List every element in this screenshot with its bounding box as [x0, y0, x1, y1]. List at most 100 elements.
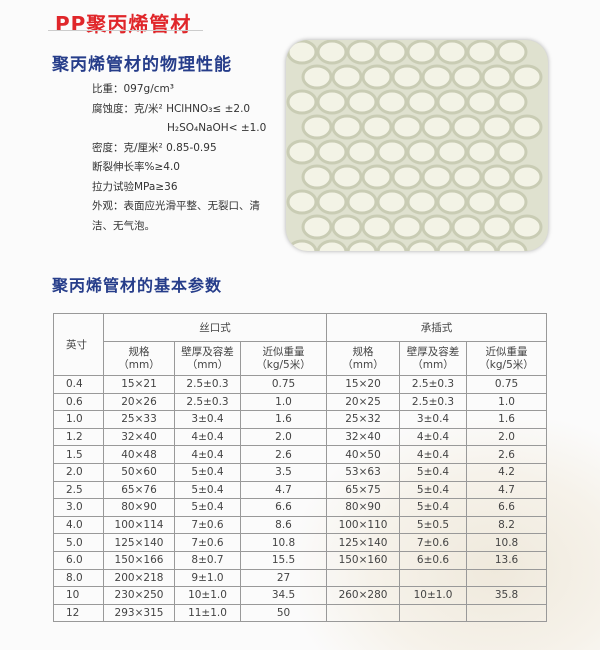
- table-cell: 4±0.4: [399, 427, 468, 447]
- table-cell: [326, 603, 401, 623]
- pipe-end: [361, 164, 393, 190]
- pipe-end: [301, 214, 333, 240]
- pipe-end: [496, 139, 528, 165]
- pipe-end: [331, 114, 363, 140]
- table-cell: 2.0: [239, 427, 328, 447]
- pipe-end: [436, 139, 468, 165]
- property-item: 断裂伸长率%≥4.0: [92, 161, 180, 173]
- pipe-end: [286, 40, 318, 65]
- table-cell: 4.7: [466, 480, 548, 500]
- sub-header-row: 规格 （mm） 壁厚及容差 （mm） 近似重量 （kg/5米） 规格 （mm） 壁厚及容…: [54, 341, 548, 376]
- pipe-end: [496, 89, 528, 115]
- table-cell: 150×160: [326, 550, 401, 570]
- table-row: 3.0 80×90 5±0.4 6.6 80×90 5±0.4 6.6: [53, 498, 548, 517]
- table-row: 1.0 25×33 3±0.4 1.6 25×32 3±0.4 1.6: [53, 410, 548, 429]
- pipe-end: [451, 214, 483, 240]
- table-cell: 7±0.6: [399, 533, 468, 552]
- table-cell: 2.5: [53, 480, 104, 500]
- table-row: 4.0 100×114 7±0.6 8.6 100×110 5±0.5 8.2: [53, 515, 548, 535]
- pipe-end: [451, 64, 483, 90]
- table-cell: 53×63: [326, 462, 401, 482]
- header-wall-thickness: 壁厚及容差 （mm）: [399, 341, 468, 376]
- table-cell: 6.6: [239, 498, 328, 517]
- table-cell: 293×315: [103, 603, 175, 623]
- table-cell: 65×76: [103, 480, 175, 500]
- pipe-end: [331, 214, 363, 240]
- table-cell: 100×110: [326, 515, 401, 535]
- pipe-end: [481, 64, 513, 90]
- pipe-end: [511, 64, 543, 90]
- table-cell: 5±0.5: [399, 515, 468, 535]
- property-item: H₂SO₄NaOH< ±1.0: [167, 122, 267, 134]
- table-cell: 9±1.0: [174, 568, 241, 588]
- table-row: 12 293×315 11±1.0 50: [53, 603, 548, 623]
- table-cell: 35.8: [466, 586, 548, 605]
- table-cell: 32×40: [103, 427, 175, 447]
- table-cell: 6.0: [53, 550, 104, 570]
- table-row: 1.5 40×48 4±0.4 2.6 40×50 4±0.4 2.6: [53, 445, 548, 464]
- pipe-end: [496, 239, 528, 251]
- pipe-end: [286, 239, 318, 251]
- table-cell: 5±0.4: [174, 462, 241, 482]
- pipe-end: [481, 214, 513, 240]
- table-cell: 4±0.4: [174, 445, 241, 464]
- table-cell: 1.6: [466, 410, 548, 429]
- table-cell: 10.8: [239, 533, 328, 552]
- table-cell: 125×140: [103, 533, 175, 552]
- pipe-end: [421, 114, 453, 140]
- table-cell: 27: [239, 568, 328, 588]
- table-cell: 230×250: [103, 586, 175, 605]
- pipe-end: [391, 64, 423, 90]
- table-cell: 6.6: [466, 498, 548, 517]
- table-cell: 25×32: [326, 410, 401, 429]
- table-cell: 50×60: [103, 462, 175, 482]
- pipe-end: [346, 40, 378, 65]
- table-row: 2.0 50×60 5±0.4 3.5 53×63 5±0.4 4.2: [53, 462, 548, 482]
- pipe-end: [376, 189, 408, 215]
- table-cell: 13.6: [466, 550, 548, 570]
- table-cell: 40×50: [326, 445, 401, 464]
- table-cell: 2.5±0.3: [399, 375, 468, 394]
- pipe-end: [316, 239, 348, 251]
- pipe-end: [316, 89, 348, 115]
- table-cell: 20×25: [326, 392, 401, 412]
- table-cell: 2.6: [239, 445, 328, 464]
- page-title: PP聚丙烯管材: [55, 12, 192, 36]
- pipe-end: [481, 114, 513, 140]
- pipe-end: [406, 189, 438, 215]
- pipes-illustration: [286, 40, 543, 251]
- pipe-end: [466, 139, 498, 165]
- table-cell: 7±0.6: [174, 533, 241, 552]
- pipe-end: [436, 89, 468, 115]
- table-cell: 2.5±0.3: [174, 392, 241, 412]
- pipe-end: [346, 139, 378, 165]
- table-cell: 2.0: [53, 462, 104, 482]
- pipe-end: [421, 64, 453, 90]
- table-cell: 15×20: [326, 375, 401, 394]
- table-cell: 125×140: [326, 533, 401, 552]
- table-cell: 34.5: [239, 586, 328, 605]
- table-cell: 200×218: [103, 568, 175, 588]
- table-cell: [399, 568, 468, 588]
- pipe-end: [301, 164, 333, 190]
- pipe-end: [286, 189, 318, 215]
- pipe-end: [466, 189, 498, 215]
- pipe-end: [391, 114, 423, 140]
- physical-properties-heading: 聚丙烯管材的物理性能: [52, 55, 232, 75]
- pipe-end: [466, 89, 498, 115]
- table-cell: 5±0.4: [174, 498, 241, 517]
- table-cell: 40×48: [103, 445, 175, 464]
- table-cell: 260×280: [326, 586, 401, 605]
- pipe-end: [346, 89, 378, 115]
- pipe-end: [406, 89, 438, 115]
- header-spec: 规格 （mm）: [103, 341, 175, 376]
- table-cell: 0.75: [239, 375, 328, 394]
- table-cell: 8.6: [239, 515, 328, 535]
- table-cell: [466, 568, 548, 588]
- pipe-end: [346, 239, 378, 251]
- header-threaded: 丝口式: [102, 313, 328, 342]
- table-cell: 4.7: [239, 480, 328, 500]
- pipe-end: [421, 214, 453, 240]
- pipe-end: [436, 189, 468, 215]
- basic-parameters-heading: 聚丙烯管材的基本参数: [52, 276, 223, 295]
